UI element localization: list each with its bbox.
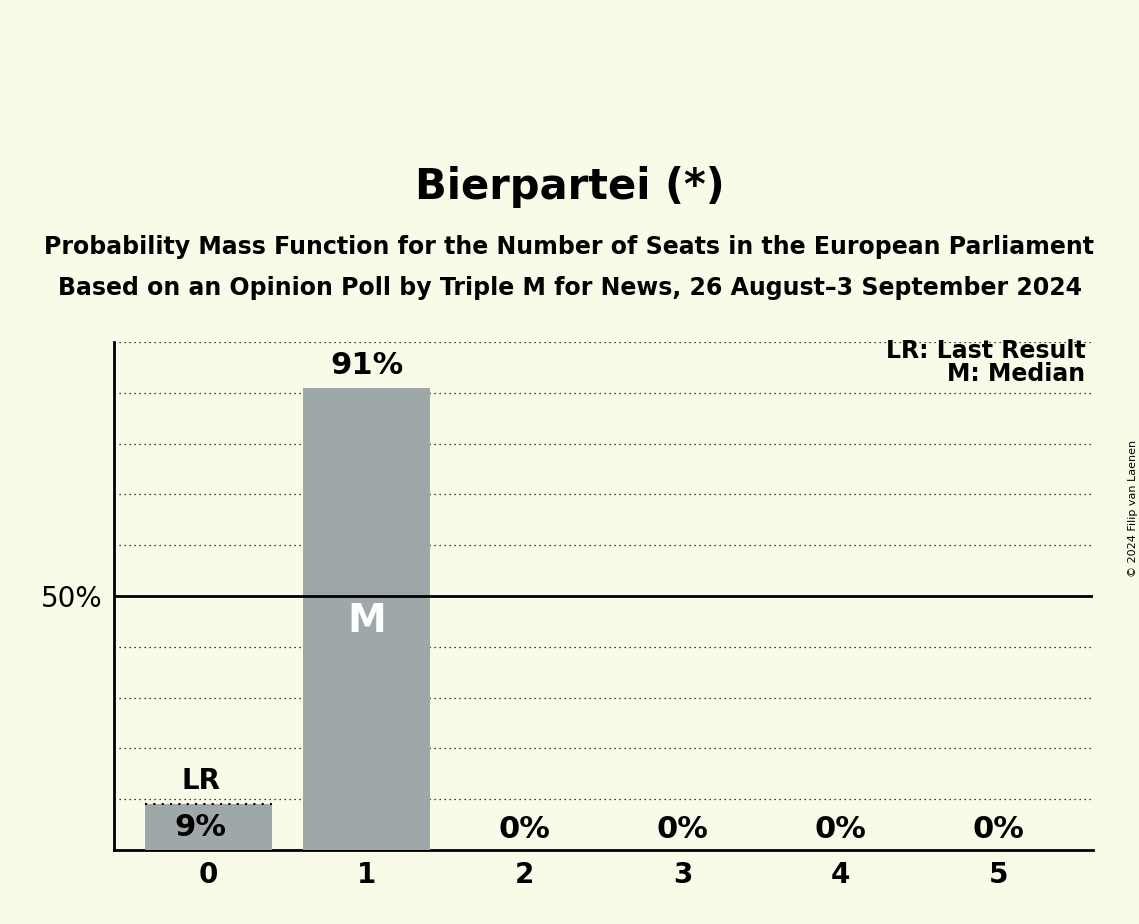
Text: © 2024 Filip van Laenen: © 2024 Filip van Laenen [1129,440,1138,577]
Bar [303,388,429,850]
Text: 9%: 9% [174,813,227,843]
Text: 0%: 0% [499,815,550,844]
Text: M: M [347,602,386,640]
Text: 0%: 0% [657,815,708,844]
Text: LR: Last Result: LR: Last Result [886,339,1085,363]
Text: LR: LR [181,767,220,796]
Text: Based on an Opinion Poll by Triple M for News, 26 August–3 September 2024: Based on an Opinion Poll by Triple M for… [57,276,1082,300]
Text: 0%: 0% [973,815,1025,844]
Bar [146,804,272,850]
Text: Bierpartei (*): Bierpartei (*) [415,166,724,208]
Text: M: Median: M: Median [948,362,1085,386]
Text: Probability Mass Function for the Number of Seats in the European Parliament: Probability Mass Function for the Number… [44,235,1095,259]
Text: 0%: 0% [814,815,867,844]
Text: 91%: 91% [330,351,403,380]
